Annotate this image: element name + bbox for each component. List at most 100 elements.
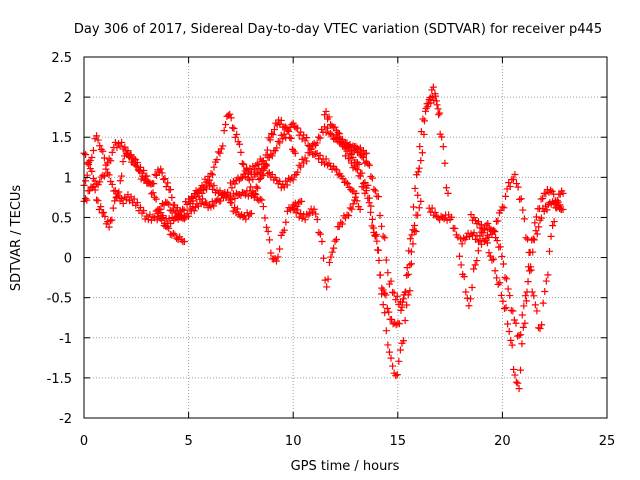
data-point (164, 179, 172, 187)
data-point (509, 307, 517, 315)
data-point (267, 249, 275, 257)
data-point (297, 163, 305, 171)
data-point (430, 96, 438, 104)
data-point (320, 254, 328, 262)
data-point (233, 130, 241, 138)
data-point (425, 96, 433, 104)
data-point (209, 171, 217, 179)
data-point (382, 327, 390, 335)
data-point (417, 128, 425, 136)
data-point (316, 151, 324, 159)
data-point (219, 142, 227, 150)
data-point (557, 205, 565, 213)
data-point (372, 230, 380, 238)
data-point (220, 127, 228, 135)
data-point (414, 191, 422, 199)
data-point (465, 302, 473, 310)
data-point (505, 328, 513, 336)
data-point (268, 152, 276, 160)
data-point (348, 205, 356, 213)
data-point (393, 371, 401, 379)
data-point (375, 256, 383, 264)
y-tick-label: 1.5 (51, 131, 72, 146)
data-point (105, 171, 113, 179)
data-point (226, 110, 234, 118)
data-point (210, 163, 218, 171)
data-point (506, 183, 514, 191)
data-point (467, 230, 475, 238)
data-point (315, 133, 323, 141)
data-point (263, 223, 271, 231)
data-point (406, 287, 414, 295)
data-point (289, 176, 297, 184)
data-point (470, 265, 478, 273)
data-point (310, 205, 318, 213)
data-point (511, 171, 519, 179)
data-point (443, 216, 451, 224)
data-point (355, 160, 363, 168)
data-point (291, 149, 299, 157)
data-point (191, 190, 199, 198)
data-point (529, 248, 537, 256)
data-point (325, 258, 333, 266)
data-point (277, 184, 285, 192)
data-point (101, 213, 109, 221)
data-point (230, 124, 238, 132)
data-point (132, 156, 140, 164)
data-point (180, 238, 188, 246)
data-point (442, 184, 450, 192)
data-point (185, 212, 193, 220)
data-point (244, 169, 252, 177)
data-point (252, 191, 260, 198)
data-point (526, 267, 534, 275)
data-point (539, 299, 547, 307)
data-point (393, 292, 401, 300)
data-point (115, 188, 123, 196)
data-point (404, 270, 412, 278)
data-point (136, 203, 144, 211)
data-point (435, 111, 443, 119)
data-point (261, 214, 269, 222)
data-point (460, 273, 468, 281)
data-point (301, 216, 309, 224)
data-point (537, 195, 545, 203)
data-point (89, 146, 97, 154)
data-point (268, 171, 276, 179)
data-point (515, 331, 523, 339)
data-point (535, 223, 543, 231)
data-point (198, 189, 206, 197)
data-point (436, 109, 444, 117)
data-point (283, 181, 291, 189)
data-point (501, 274, 509, 282)
series-arc-2 (80, 138, 188, 246)
data-point (122, 147, 130, 155)
data-point (151, 171, 159, 179)
data-point (389, 320, 397, 328)
data-point (476, 224, 484, 232)
data-point (265, 153, 273, 161)
data-point (542, 277, 550, 285)
data-point (270, 126, 278, 134)
data-point (506, 292, 514, 300)
data-point (379, 301, 387, 309)
data-point (349, 154, 357, 162)
data-point (280, 226, 288, 234)
data-point (500, 304, 508, 312)
data-point (509, 175, 517, 183)
data-point (359, 154, 367, 162)
data-point (480, 225, 488, 233)
data-point (133, 163, 141, 171)
data-point (496, 279, 504, 287)
data-point (527, 266, 535, 274)
data-point (157, 165, 165, 173)
data-point (274, 253, 282, 261)
data-point (258, 196, 266, 204)
data-point (298, 214, 306, 222)
data-point (365, 199, 373, 207)
data-point (498, 203, 506, 211)
data-point (463, 233, 471, 241)
data-point (497, 291, 505, 299)
data-point (411, 184, 419, 192)
data-point (512, 319, 520, 327)
data-point (279, 135, 287, 143)
